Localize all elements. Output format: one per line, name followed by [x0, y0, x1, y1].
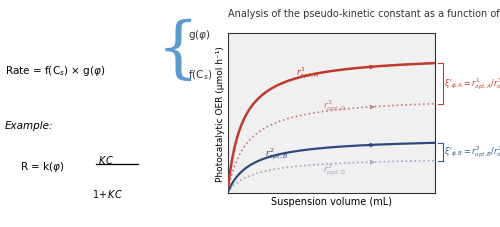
Text: $r^3_{opt,0}$: $r^3_{opt,0}$ [323, 98, 346, 114]
Text: f(C$_s$): f(C$_s$) [188, 68, 212, 82]
Text: $1\!+\!K\,C$: $1\!+\!K\,C$ [92, 187, 124, 199]
Text: $\xi'_{\phi,B}=r^2_{opt,B}/r^2_{opt,0}$: $\xi'_{\phi,B}=r^2_{opt,B}/r^2_{opt,0}$ [444, 144, 500, 160]
Text: Analysis of the pseudo-kinetic constant as a function of φ: Analysis of the pseudo-kinetic constant … [228, 9, 500, 19]
Text: $r^1_{opt,A}$: $r^1_{opt,A}$ [296, 65, 319, 80]
Text: Rate = f(C$_s$) $\times$ g($\varphi$): Rate = f(C$_s$) $\times$ g($\varphi$) [5, 64, 105, 77]
Y-axis label: Photocatalytic OER (μmol h⁻¹): Photocatalytic OER (μmol h⁻¹) [216, 46, 224, 181]
X-axis label: Suspension volume (mL): Suspension volume (mL) [271, 196, 392, 206]
Text: R = k($\varphi$): R = k($\varphi$) [20, 159, 64, 173]
Text: {: { [156, 19, 199, 84]
Text: $\xi'_{\phi,A}=r^1_{opt,A}/r^3_{opt,0}$: $\xi'_{\phi,A}=r^1_{opt,A}/r^3_{opt,0}$ [444, 76, 500, 92]
Text: g($\varphi$): g($\varphi$) [188, 28, 210, 42]
Text: Example:: Example: [5, 120, 54, 130]
Text: $K\,C$: $K\,C$ [98, 153, 114, 165]
Text: $r^2_{opt,0}$: $r^2_{opt,0}$ [323, 162, 346, 178]
Text: $r^2_{opt,B}$: $r^2_{opt,B}$ [265, 146, 288, 161]
